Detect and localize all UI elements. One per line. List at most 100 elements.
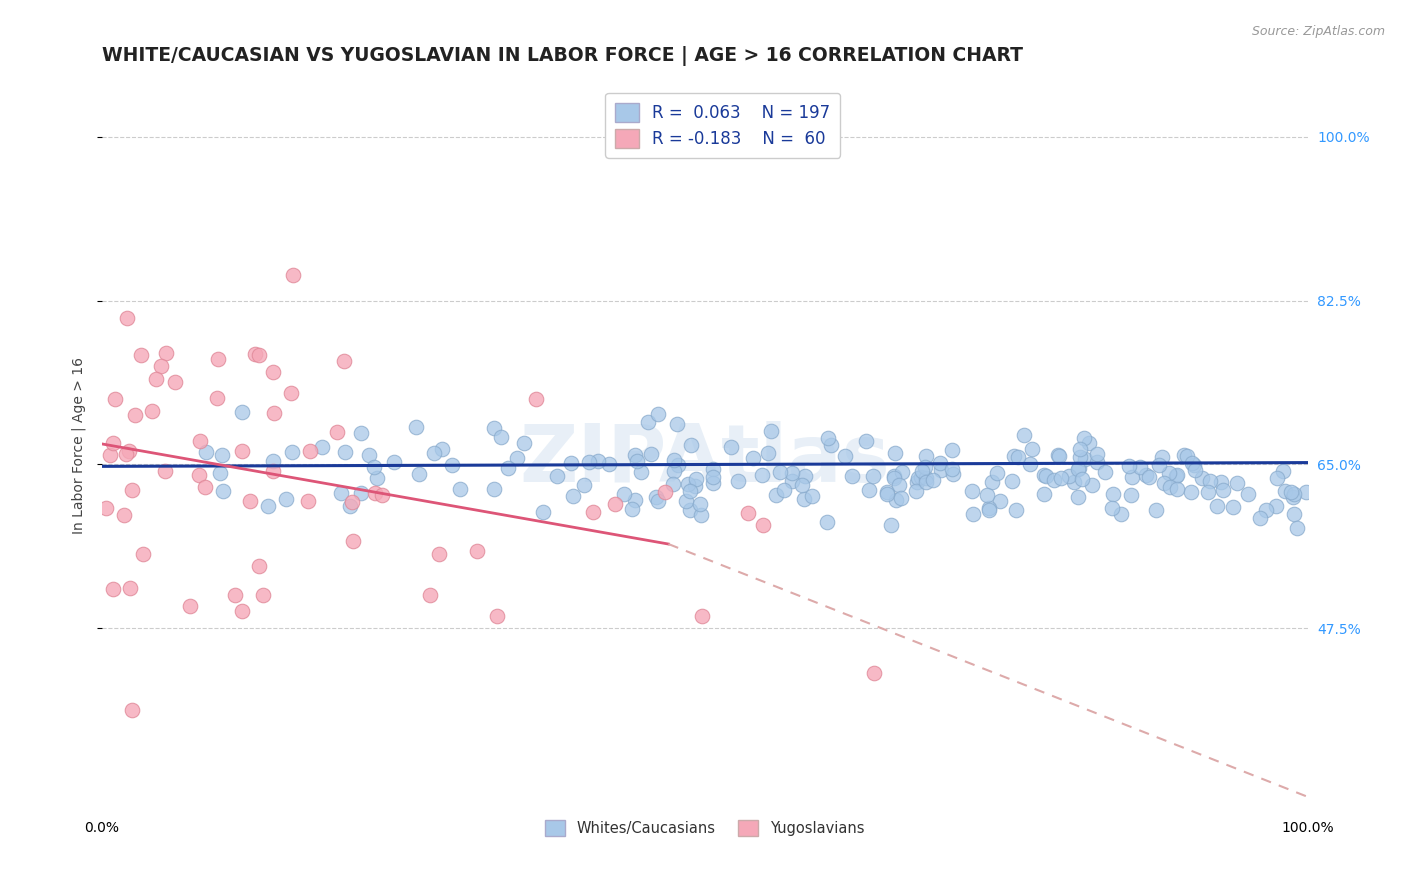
Point: [647, 407, 669, 421]
Point: [256, 499, 278, 513]
Point: [1033, 467, 1056, 482]
Point: [756, 446, 779, 460]
Point: [1175, 449, 1198, 463]
Point: [1144, 503, 1167, 517]
Point: [1272, 464, 1295, 478]
Point: [211, 448, 233, 462]
Point: [150, 359, 173, 373]
Point: [496, 460, 519, 475]
Point: [429, 548, 451, 562]
Point: [1101, 500, 1123, 515]
Point: [118, 444, 141, 458]
Point: [335, 444, 357, 458]
Point: [640, 447, 662, 461]
Point: [586, 453, 609, 467]
Point: [662, 477, 685, 491]
Point: [371, 488, 394, 502]
Point: [929, 463, 952, 477]
Point: [1191, 471, 1213, 485]
Point: [207, 352, 229, 367]
Point: [524, 392, 547, 407]
Point: [297, 494, 319, 508]
Point: [790, 478, 813, 492]
Point: [1182, 458, 1205, 472]
Point: [505, 451, 527, 466]
Point: [1153, 475, 1175, 490]
Point: [685, 472, 707, 486]
Point: [121, 483, 143, 497]
Point: [702, 475, 724, 490]
Point: [121, 703, 143, 717]
Point: [1135, 467, 1157, 482]
Point: [239, 494, 262, 508]
Point: [1184, 463, 1206, 477]
Point: [491, 430, 513, 444]
Point: [1129, 460, 1152, 475]
Point: [1295, 484, 1317, 499]
Point: [1047, 450, 1070, 464]
Point: [1226, 475, 1249, 490]
Point: [876, 487, 898, 501]
Point: [890, 491, 912, 505]
Point: [800, 489, 823, 503]
Point: [1209, 475, 1232, 489]
Point: [910, 469, 932, 483]
Point: [1237, 487, 1260, 501]
Point: [883, 469, 905, 483]
Point: [1157, 466, 1180, 480]
Point: [1081, 478, 1104, 492]
Point: [263, 464, 285, 478]
Point: [1035, 469, 1057, 483]
Point: [880, 517, 903, 532]
Point: [876, 484, 898, 499]
Point: [941, 461, 963, 475]
Point: [1159, 480, 1181, 494]
Point: [1007, 450, 1029, 464]
Point: [484, 421, 506, 435]
Point: [1166, 482, 1188, 496]
Point: [274, 492, 297, 507]
Point: [884, 446, 907, 460]
Point: [624, 492, 647, 507]
Point: [1033, 487, 1056, 501]
Point: [408, 467, 430, 481]
Point: [281, 445, 304, 459]
Text: WHITE/CAUCASIAN VS YUGOSLAVIAN IN LABOR FORCE | AGE > 16 CORRELATION CHART: WHITE/CAUCASIAN VS YUGOSLAVIAN IN LABOR …: [101, 46, 1022, 66]
Point: [780, 474, 803, 488]
Point: [1069, 442, 1091, 456]
Point: [1073, 431, 1095, 445]
Point: [422, 446, 444, 460]
Point: [165, 376, 187, 390]
Point: [720, 440, 742, 454]
Point: [915, 471, 938, 485]
Point: [765, 488, 787, 502]
Point: [676, 476, 699, 491]
Point: [1066, 490, 1088, 504]
Point: [962, 507, 984, 521]
Point: [363, 486, 385, 500]
Point: [1166, 467, 1188, 482]
Text: ZIPAtlas: ZIPAtlas: [519, 421, 890, 500]
Point: [155, 346, 177, 360]
Point: [863, 666, 886, 681]
Point: [679, 483, 702, 498]
Point: [1265, 499, 1288, 513]
Point: [1063, 475, 1085, 489]
Point: [280, 386, 302, 401]
Point: [1206, 499, 1229, 513]
Point: [1121, 470, 1143, 484]
Point: [605, 497, 627, 511]
Point: [339, 499, 361, 513]
Point: [195, 444, 218, 458]
Point: [988, 494, 1011, 508]
Point: [1274, 484, 1296, 499]
Point: [1069, 450, 1091, 464]
Point: [342, 533, 364, 548]
Point: [773, 483, 796, 497]
Point: [817, 431, 839, 445]
Point: [212, 484, 235, 499]
Point: [683, 479, 706, 493]
Point: [841, 469, 863, 483]
Point: [1265, 471, 1288, 485]
Point: [621, 501, 644, 516]
